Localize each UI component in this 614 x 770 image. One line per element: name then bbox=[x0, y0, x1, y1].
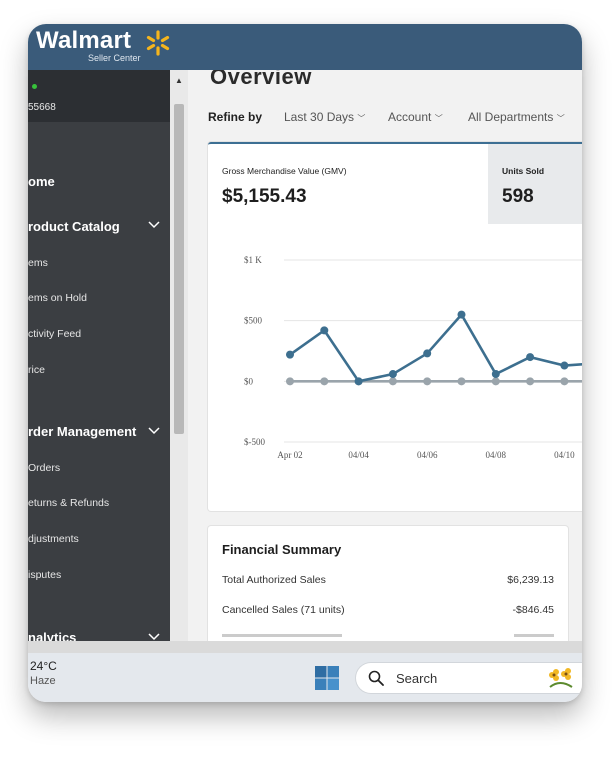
units-sold-label: Units Sold bbox=[502, 166, 545, 176]
sidebar-item-order-management[interactable]: rder Management bbox=[28, 424, 137, 439]
department-filter-value: All Departments bbox=[468, 110, 554, 124]
flower-icon bbox=[549, 668, 573, 688]
weather-condition[interactable]: Haze bbox=[30, 675, 56, 687]
data-point bbox=[286, 377, 294, 386]
gmv-card: Gross Merchandise Value (GMV) $5,155.43 … bbox=[208, 142, 582, 511]
chevron-down-icon[interactable] bbox=[148, 427, 160, 435]
weather-temperature[interactable]: 24°C bbox=[30, 659, 57, 673]
sidebar-item-orders[interactable]: Orders bbox=[28, 462, 61, 474]
summary-row-label: Total Authorized Sales bbox=[222, 574, 326, 586]
refine-label: Refine by bbox=[208, 110, 263, 124]
data-point bbox=[457, 377, 466, 386]
data-point bbox=[320, 326, 329, 335]
brand-subtitle: Seller Center bbox=[88, 53, 141, 63]
sidebar-item-items-on-hold[interactable]: ems on Hold bbox=[28, 292, 87, 304]
y-tick-label: $0 bbox=[244, 376, 254, 386]
data-point bbox=[491, 377, 500, 386]
date-range-value: Last 30 Days bbox=[284, 110, 355, 124]
brand-name: Walmart bbox=[36, 27, 132, 54]
device-frame: Walmart Seller Center 55668 ome roduct C… bbox=[28, 24, 582, 702]
spark-icon bbox=[146, 30, 170, 56]
summary-row-value: -$846.45 bbox=[512, 604, 554, 616]
data-point bbox=[491, 370, 500, 379]
department-filter[interactable]: All Departments ﹀ bbox=[468, 110, 565, 124]
sidebar: 55668 ome roduct Catalog ems ems on Hold… bbox=[28, 70, 170, 641]
gmv-value: $5,155.43 bbox=[222, 186, 307, 207]
online-status-icon bbox=[32, 84, 37, 89]
account-id: 55668 bbox=[28, 102, 56, 113]
chevron-down-icon[interactable] bbox=[148, 633, 160, 641]
account-switcher[interactable]: 55668 bbox=[28, 70, 170, 122]
sidebar-scrollbar[interactable]: ▲ bbox=[170, 70, 188, 641]
units-sold-value: 598 bbox=[502, 186, 534, 207]
scroll-up-arrow-icon[interactable]: ▲ bbox=[175, 76, 183, 85]
gmv-line-chart: $1 K $500 $0 $-500 Apr 02 04/04 04/06 04/08 04/1… bbox=[244, 255, 582, 460]
data-point bbox=[388, 370, 397, 379]
summary-row-label-cutoff bbox=[222, 634, 342, 637]
windows-start-icon[interactable] bbox=[314, 665, 340, 691]
chevron-down-icon: ﹀ bbox=[434, 114, 443, 123]
financial-summary-title: Financial Summary bbox=[222, 542, 342, 557]
x-tick-label: 04/08 bbox=[486, 450, 507, 460]
scrollbar-thumb[interactable] bbox=[174, 104, 184, 434]
search-placeholder: Search bbox=[396, 671, 438, 686]
x-tick-label: Apr 02 bbox=[277, 450, 302, 460]
sidebar-item-home[interactable]: ome bbox=[28, 174, 55, 189]
data-point bbox=[320, 377, 329, 386]
data-point bbox=[560, 377, 569, 386]
data-point bbox=[286, 350, 294, 359]
sidebar-item-product-catalog[interactable]: roduct Catalog bbox=[28, 219, 120, 234]
header-bar: Walmart Seller Center bbox=[28, 24, 582, 70]
sidebar-item-returns-refunds[interactable]: eturns & Refunds bbox=[28, 497, 110, 509]
walmart-logo[interactable]: Walmart Seller Center bbox=[36, 27, 170, 63]
sidebar-item-activity-feed[interactable]: ctivity Feed bbox=[28, 328, 82, 340]
y-tick-label: $500 bbox=[244, 316, 263, 326]
search-icon bbox=[368, 670, 384, 686]
summary-row-partial bbox=[222, 630, 554, 638]
financial-summary-card: Financial Summary Total Authorized Sales… bbox=[208, 526, 568, 641]
data-point bbox=[423, 377, 432, 386]
units-sold-tab[interactable]: Units Sold 598 bbox=[488, 144, 582, 224]
sidebar-item-analytics[interactable]: nalytics bbox=[28, 630, 77, 641]
summary-row-value: $6,239.13 bbox=[507, 574, 554, 586]
x-tick-label: 04/10 bbox=[554, 450, 575, 460]
data-point bbox=[423, 349, 432, 358]
main-content: Overview Refine by Last 30 Days ﹀ Accoun… bbox=[188, 70, 582, 641]
x-tick-label: 04/04 bbox=[348, 450, 369, 460]
date-range-filter[interactable]: Last 30 Days ﹀ bbox=[284, 110, 365, 124]
data-point bbox=[354, 377, 363, 386]
summary-row-label: Cancelled Sales (71 units) bbox=[222, 604, 345, 616]
series-line-gmv bbox=[289, 312, 582, 383]
chevron-down-icon[interactable] bbox=[148, 221, 160, 229]
y-tick-label: $1 K bbox=[244, 255, 262, 265]
x-tick-label: 04/06 bbox=[417, 450, 438, 460]
y-tick-label: $-500 bbox=[244, 437, 265, 447]
gmv-label: Gross Merchandise Value (GMV) bbox=[222, 166, 347, 176]
data-point bbox=[388, 377, 397, 386]
taskbar-search-input[interactable]: Search bbox=[356, 663, 582, 693]
data-point bbox=[526, 377, 535, 386]
sidebar-item-adjustments[interactable]: djustments bbox=[28, 533, 79, 545]
sidebar-item-price[interactable]: rice bbox=[28, 364, 45, 376]
summary-row-value-cutoff bbox=[514, 634, 554, 637]
account-filter-value: Account bbox=[388, 110, 432, 124]
sidebar-item-disputes[interactable]: isputes bbox=[28, 569, 62, 581]
chevron-down-icon: ﹀ bbox=[357, 114, 366, 123]
data-point bbox=[560, 361, 569, 370]
account-filter[interactable]: Account ﹀ bbox=[388, 110, 443, 124]
data-point bbox=[526, 353, 535, 362]
chevron-down-icon: ﹀ bbox=[556, 114, 565, 123]
windows-taskbar: 24°C Haze Search bbox=[28, 641, 582, 702]
sidebar-item-items[interactable]: ems bbox=[28, 257, 48, 269]
page-title: Overview bbox=[210, 70, 312, 89]
data-point bbox=[457, 310, 466, 319]
